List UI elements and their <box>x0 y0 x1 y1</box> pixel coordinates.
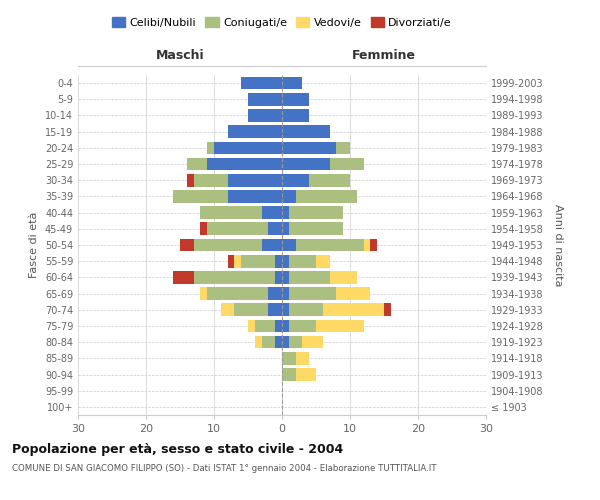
Bar <box>289 271 329 283</box>
Bar <box>262 206 282 219</box>
Bar <box>282 352 296 364</box>
Bar <box>227 255 235 268</box>
Bar <box>282 190 296 202</box>
Text: Popolazione per età, sesso e stato civile - 2004: Popolazione per età, sesso e stato civil… <box>12 442 343 456</box>
Bar <box>214 142 282 154</box>
Bar <box>282 77 302 90</box>
Bar <box>207 222 268 235</box>
Bar <box>296 238 364 252</box>
Bar <box>227 174 282 186</box>
Bar <box>255 320 275 332</box>
Bar <box>194 238 262 252</box>
Bar <box>194 174 227 186</box>
Bar <box>227 190 282 202</box>
Bar <box>241 255 275 268</box>
Bar <box>282 126 329 138</box>
Bar <box>282 174 309 186</box>
Bar <box>200 222 207 235</box>
Bar <box>180 238 194 252</box>
Bar <box>289 320 316 332</box>
Y-axis label: Fasce di età: Fasce di età <box>29 212 39 278</box>
Bar <box>200 288 207 300</box>
Bar <box>302 336 323 348</box>
Bar <box>282 222 289 235</box>
Bar <box>207 142 214 154</box>
Bar <box>262 238 282 252</box>
Bar <box>329 271 357 283</box>
Bar <box>289 304 323 316</box>
Bar <box>268 304 282 316</box>
Bar <box>194 271 275 283</box>
Bar <box>296 352 309 364</box>
Bar <box>282 320 289 332</box>
Text: COMUNE DI SAN GIACOMO FILIPPO (SO) - Dati ISTAT 1° gennaio 2004 - Elaborazione T: COMUNE DI SAN GIACOMO FILIPPO (SO) - Dat… <box>12 464 437 473</box>
Bar <box>282 93 309 106</box>
Bar <box>282 288 289 300</box>
Text: Maschi: Maschi <box>155 50 205 62</box>
Bar <box>316 320 364 332</box>
Bar <box>337 288 370 300</box>
Bar <box>275 320 282 332</box>
Bar <box>173 271 194 283</box>
Bar <box>282 255 289 268</box>
Bar <box>296 190 357 202</box>
Bar <box>207 288 268 300</box>
Bar <box>241 77 282 90</box>
Bar <box>316 255 329 268</box>
Bar <box>221 304 235 316</box>
Bar <box>227 126 282 138</box>
Bar <box>248 320 255 332</box>
Bar <box>282 304 289 316</box>
Bar <box>364 238 370 252</box>
Bar <box>282 271 289 283</box>
Bar <box>329 158 364 170</box>
Bar <box>289 255 316 268</box>
Bar <box>282 158 329 170</box>
Bar <box>275 271 282 283</box>
Text: Femmine: Femmine <box>352 50 416 62</box>
Y-axis label: Anni di nascita: Anni di nascita <box>553 204 563 286</box>
Bar <box>337 142 350 154</box>
Bar <box>282 238 296 252</box>
Bar <box>187 174 194 186</box>
Bar <box>323 304 384 316</box>
Bar <box>275 255 282 268</box>
Bar <box>289 222 343 235</box>
Bar <box>289 288 337 300</box>
Bar <box>268 288 282 300</box>
Bar <box>173 190 227 202</box>
Bar <box>309 174 350 186</box>
Bar <box>235 304 268 316</box>
Bar <box>275 336 282 348</box>
Bar <box>235 255 241 268</box>
Bar <box>289 336 302 348</box>
Bar <box>282 336 289 348</box>
Bar <box>289 206 343 219</box>
Bar <box>282 368 296 381</box>
Bar <box>200 206 262 219</box>
Bar <box>248 93 282 106</box>
Legend: Celibi/Nubili, Coniugati/e, Vedovi/e, Divorziati/e: Celibi/Nubili, Coniugati/e, Vedovi/e, Di… <box>107 12 457 32</box>
Bar <box>255 336 262 348</box>
Bar <box>370 238 377 252</box>
Bar <box>296 368 316 381</box>
Bar <box>187 158 207 170</box>
Bar <box>268 222 282 235</box>
Bar <box>262 336 275 348</box>
Bar <box>207 158 282 170</box>
Bar <box>282 142 337 154</box>
Bar <box>248 109 282 122</box>
Bar <box>282 206 289 219</box>
Bar <box>282 109 309 122</box>
Bar <box>384 304 391 316</box>
